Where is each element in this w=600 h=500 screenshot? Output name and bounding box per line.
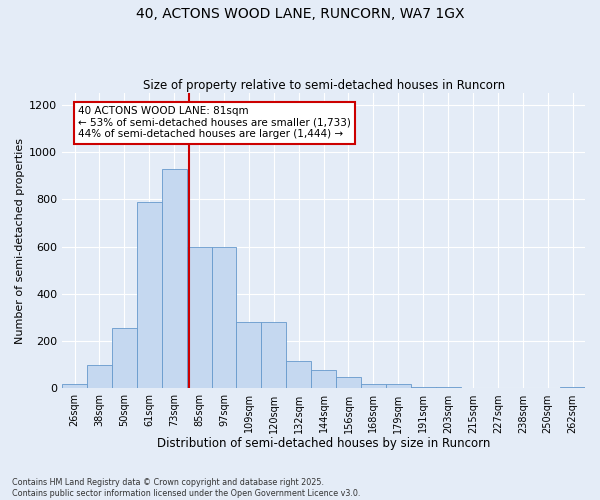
Bar — [187, 246, 212, 388]
Bar — [212, 246, 236, 388]
Bar — [112, 328, 137, 388]
Text: 40, ACTONS WOOD LANE, RUNCORN, WA7 1GX: 40, ACTONS WOOD LANE, RUNCORN, WA7 1GX — [136, 8, 464, 22]
Bar — [137, 202, 162, 388]
Bar — [62, 384, 87, 388]
Bar — [361, 384, 386, 388]
Bar — [87, 365, 112, 388]
Bar — [336, 376, 361, 388]
X-axis label: Distribution of semi-detached houses by size in Runcorn: Distribution of semi-detached houses by … — [157, 437, 490, 450]
Y-axis label: Number of semi-detached properties: Number of semi-detached properties — [15, 138, 25, 344]
Text: Contains HM Land Registry data © Crown copyright and database right 2025.
Contai: Contains HM Land Registry data © Crown c… — [12, 478, 361, 498]
Bar — [262, 322, 286, 388]
Bar — [286, 362, 311, 388]
Text: 40 ACTONS WOOD LANE: 81sqm
← 53% of semi-detached houses are smaller (1,733)
44%: 40 ACTONS WOOD LANE: 81sqm ← 53% of semi… — [79, 106, 351, 140]
Bar — [236, 322, 262, 388]
Bar — [436, 387, 461, 388]
Bar — [311, 370, 336, 388]
Bar — [560, 387, 585, 388]
Title: Size of property relative to semi-detached houses in Runcorn: Size of property relative to semi-detach… — [143, 79, 505, 92]
Bar — [386, 384, 411, 388]
Bar — [411, 387, 436, 388]
Bar — [162, 169, 187, 388]
